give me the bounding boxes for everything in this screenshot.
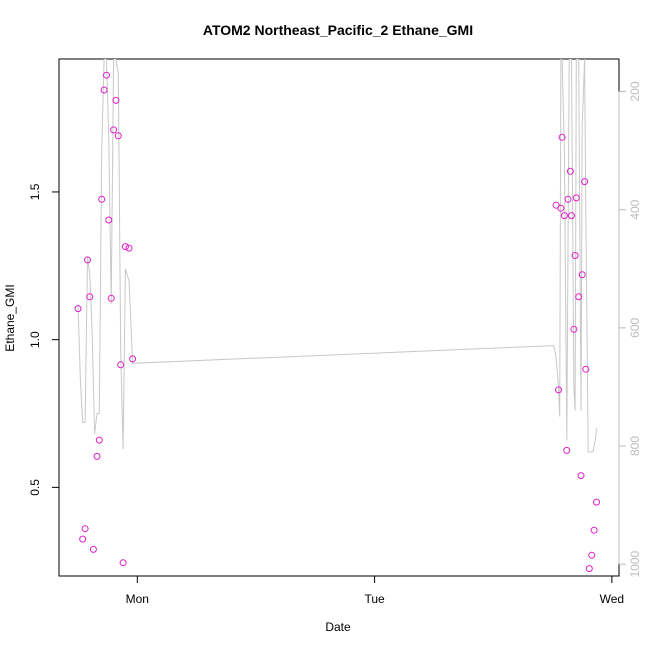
data-point — [119, 559, 127, 567]
plot-frame — [58, 58, 620, 577]
y-tick-label: 0.5 — [28, 479, 42, 496]
data-point — [557, 204, 565, 212]
data-point — [110, 126, 118, 134]
data-point — [566, 167, 574, 175]
data-point — [581, 178, 589, 186]
data-point — [93, 452, 101, 460]
x-tick-label: Mon — [126, 592, 149, 606]
y-axis-label: Ethane_GMI — [3, 284, 17, 351]
data-point — [114, 132, 122, 140]
x-tick-label: Wed — [600, 592, 624, 606]
data-point — [74, 305, 82, 313]
x-axis-label: Date — [325, 620, 351, 634]
data-point — [105, 216, 113, 224]
data-point — [572, 194, 580, 202]
data-point — [555, 386, 562, 394]
x-axis: Mon Tue Wed — [126, 575, 624, 606]
data-point — [568, 212, 575, 220]
data-point — [563, 446, 571, 454]
data-point — [585, 565, 593, 573]
right-tick-label: 1000 — [628, 551, 642, 578]
data-point — [588, 551, 596, 559]
y-axis: 0.5 1.0 1.5 — [28, 183, 60, 496]
data-point — [129, 355, 137, 363]
data-point — [84, 256, 91, 264]
y-tick-label: 1.5 — [28, 183, 42, 200]
data-point — [575, 293, 583, 301]
data-point — [560, 212, 568, 220]
data-point — [100, 86, 108, 94]
right-axis: 200 400 600 800 1000 — [618, 81, 642, 578]
data-point — [578, 271, 586, 279]
pressure-line — [77, 59, 597, 453]
data-point — [95, 436, 103, 444]
right-tick-label: 400 — [628, 199, 642, 219]
data-point — [86, 293, 94, 301]
data-point — [107, 294, 115, 302]
data-point — [577, 472, 585, 480]
pressure-series — [77, 59, 597, 453]
data-point — [89, 545, 97, 553]
data-point — [125, 244, 133, 252]
data-point — [121, 243, 129, 251]
right-tick-label: 600 — [628, 318, 642, 338]
data-point — [564, 195, 572, 203]
y-tick-label: 1.0 — [28, 331, 42, 348]
data-point — [112, 96, 120, 104]
data-point — [571, 252, 579, 259]
data-point — [81, 525, 89, 533]
chart-title: ATOM2 Northeast_Pacific_2 Ethane_GMI — [203, 22, 473, 38]
data-point — [582, 365, 590, 373]
data-point — [117, 361, 125, 369]
ethane-points — [74, 71, 600, 573]
data-point — [558, 133, 566, 141]
right-tick-label: 800 — [628, 436, 642, 456]
data-point — [103, 71, 110, 79]
data-point — [79, 535, 87, 543]
x-tick-label: Tue — [364, 592, 385, 606]
data-point — [570, 325, 578, 333]
right-tick-label: 200 — [628, 81, 642, 101]
data-point — [590, 526, 598, 534]
data-point — [593, 498, 600, 506]
data-point — [98, 195, 106, 203]
